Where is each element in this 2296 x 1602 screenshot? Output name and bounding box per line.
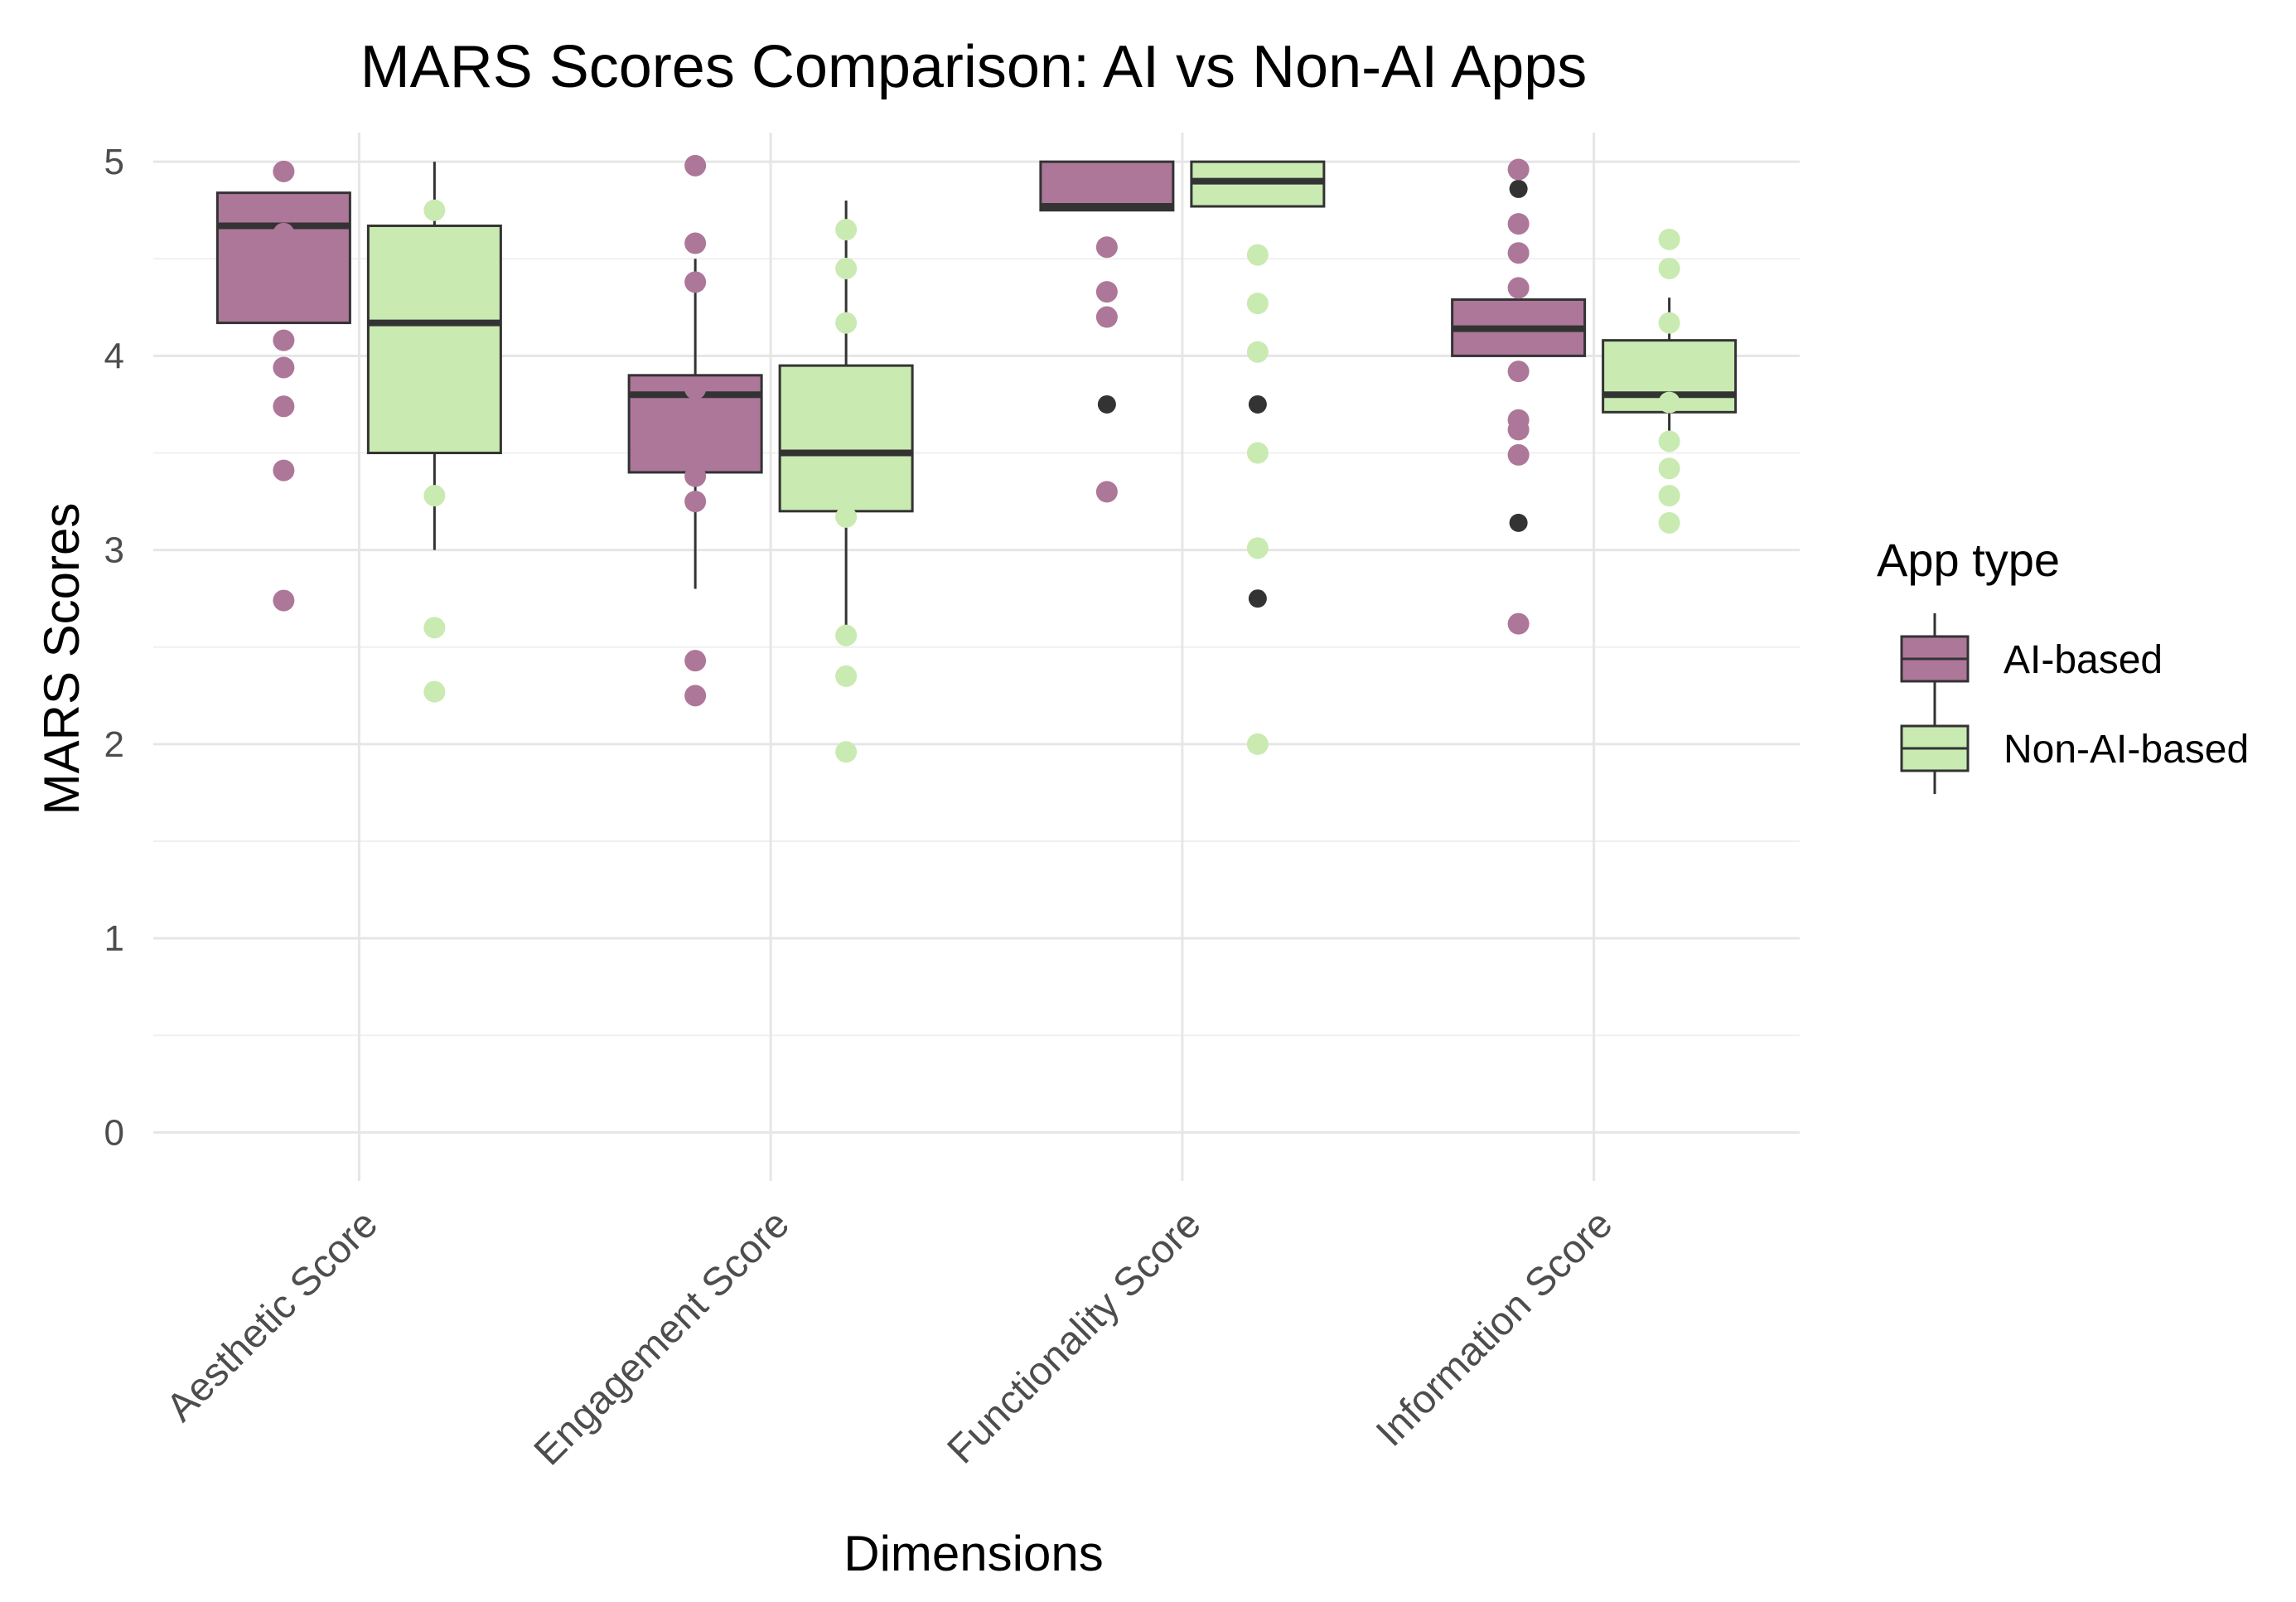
y-tick-label: 3 [104,530,124,571]
box-group [1602,228,1738,534]
jitter-point [684,154,707,177]
jitter-point [273,356,295,379]
jitter-point [273,395,295,418]
jitter-point [684,271,707,293]
jitter-point [1246,733,1269,755]
box-group [778,200,914,763]
jitter-point [1246,341,1269,363]
jitter-point [1507,419,1530,441]
jitter-point [684,650,707,672]
box [778,364,914,513]
jitter-point [684,465,707,487]
jitter-point [1658,511,1680,534]
jitter-point [1507,443,1530,466]
jitter-point [835,257,858,279]
y-tick-label: 2 [104,724,124,765]
box [366,224,502,455]
x-category-label: Engagement Score [526,1202,798,1474]
jitter-point [1658,485,1680,507]
jitter-point [273,160,295,182]
outlier-point [1248,589,1267,608]
jitter-point [1507,612,1530,635]
jitter-point [1658,257,1680,279]
x-axis-labels: Aesthetic Score Engagement Score Functiona… [158,1202,1621,1474]
box-group [366,162,502,703]
box [215,191,351,325]
outlier-point [1509,513,1528,532]
outlier-point [1248,394,1267,414]
jitter-point [684,378,707,400]
jitter-point [1507,158,1530,181]
jitter-point [684,685,707,707]
jitter-point [1658,228,1680,250]
jitter-point [1246,442,1269,464]
jitter-point [1246,537,1269,559]
outlier-point [1509,179,1528,198]
box-group [1451,158,1587,635]
jitter-point [1246,244,1269,266]
y-tick-label: 0 [104,1112,124,1153]
x-category-label: Functionality Score [940,1202,1210,1472]
jitter-point [1658,391,1680,414]
jitter-point [1095,306,1118,328]
jitter-point [1507,361,1530,383]
jitter-point [423,199,446,221]
jitter-point [1095,236,1118,259]
jitter-point [835,624,858,646]
jitter-point [684,232,707,254]
jitter-point [835,312,858,334]
jitter-point [1095,281,1118,303]
jitter-point [835,219,858,241]
box-group [1039,160,1175,503]
x-category-label: Aesthetic Score [158,1202,386,1430]
jitter-point [423,485,446,507]
box [1039,160,1175,212]
box-group [215,160,351,612]
jitter-point [273,222,295,244]
jitter-point [1507,242,1530,264]
jitter-point [1658,457,1680,480]
x-axis-title: Dimensions [843,1526,1103,1581]
jitter-point [1507,213,1530,235]
jitter-point [835,741,858,763]
jitter-point [273,589,295,612]
legend-label: Non-AI-based [2004,728,2249,772]
y-axis-ticks: 0 1 2 3 4 5 [104,142,124,1153]
jitter-point [273,459,295,482]
x-category-label: Information Score [1368,1202,1621,1454]
jitter-point [835,506,858,528]
jitter-point [835,665,858,687]
box-group [627,154,763,707]
legend: App type AI-based Non-AI-based [1877,534,2249,794]
legend-item: AI-based [1900,613,2163,704]
y-tick-label: 5 [104,142,124,182]
y-axis-title: MARS Scores [34,503,89,816]
jitter-point [273,329,295,351]
jitter-point [423,617,446,639]
jitter-point [684,491,707,513]
box-group [1190,160,1326,755]
jitter-point [1658,312,1680,334]
legend-title: App type [1877,534,2060,586]
outlier-point [1097,394,1116,414]
legend-label: AI-based [2004,638,2163,682]
jitter-point [1658,430,1680,453]
grid [153,133,1800,1181]
jitter-point [1095,481,1118,503]
y-tick-label: 4 [104,336,124,376]
legend-item: Non-AI-based [1900,703,2249,794]
jitter-point [1507,277,1530,299]
y-tick-label: 1 [104,918,124,959]
plot-area [215,154,1738,763]
chart-title: MARS Scores Comparison: AI vs Non-AI App… [360,34,1588,100]
jitter-point [1246,293,1269,315]
jitter-point [423,680,446,703]
